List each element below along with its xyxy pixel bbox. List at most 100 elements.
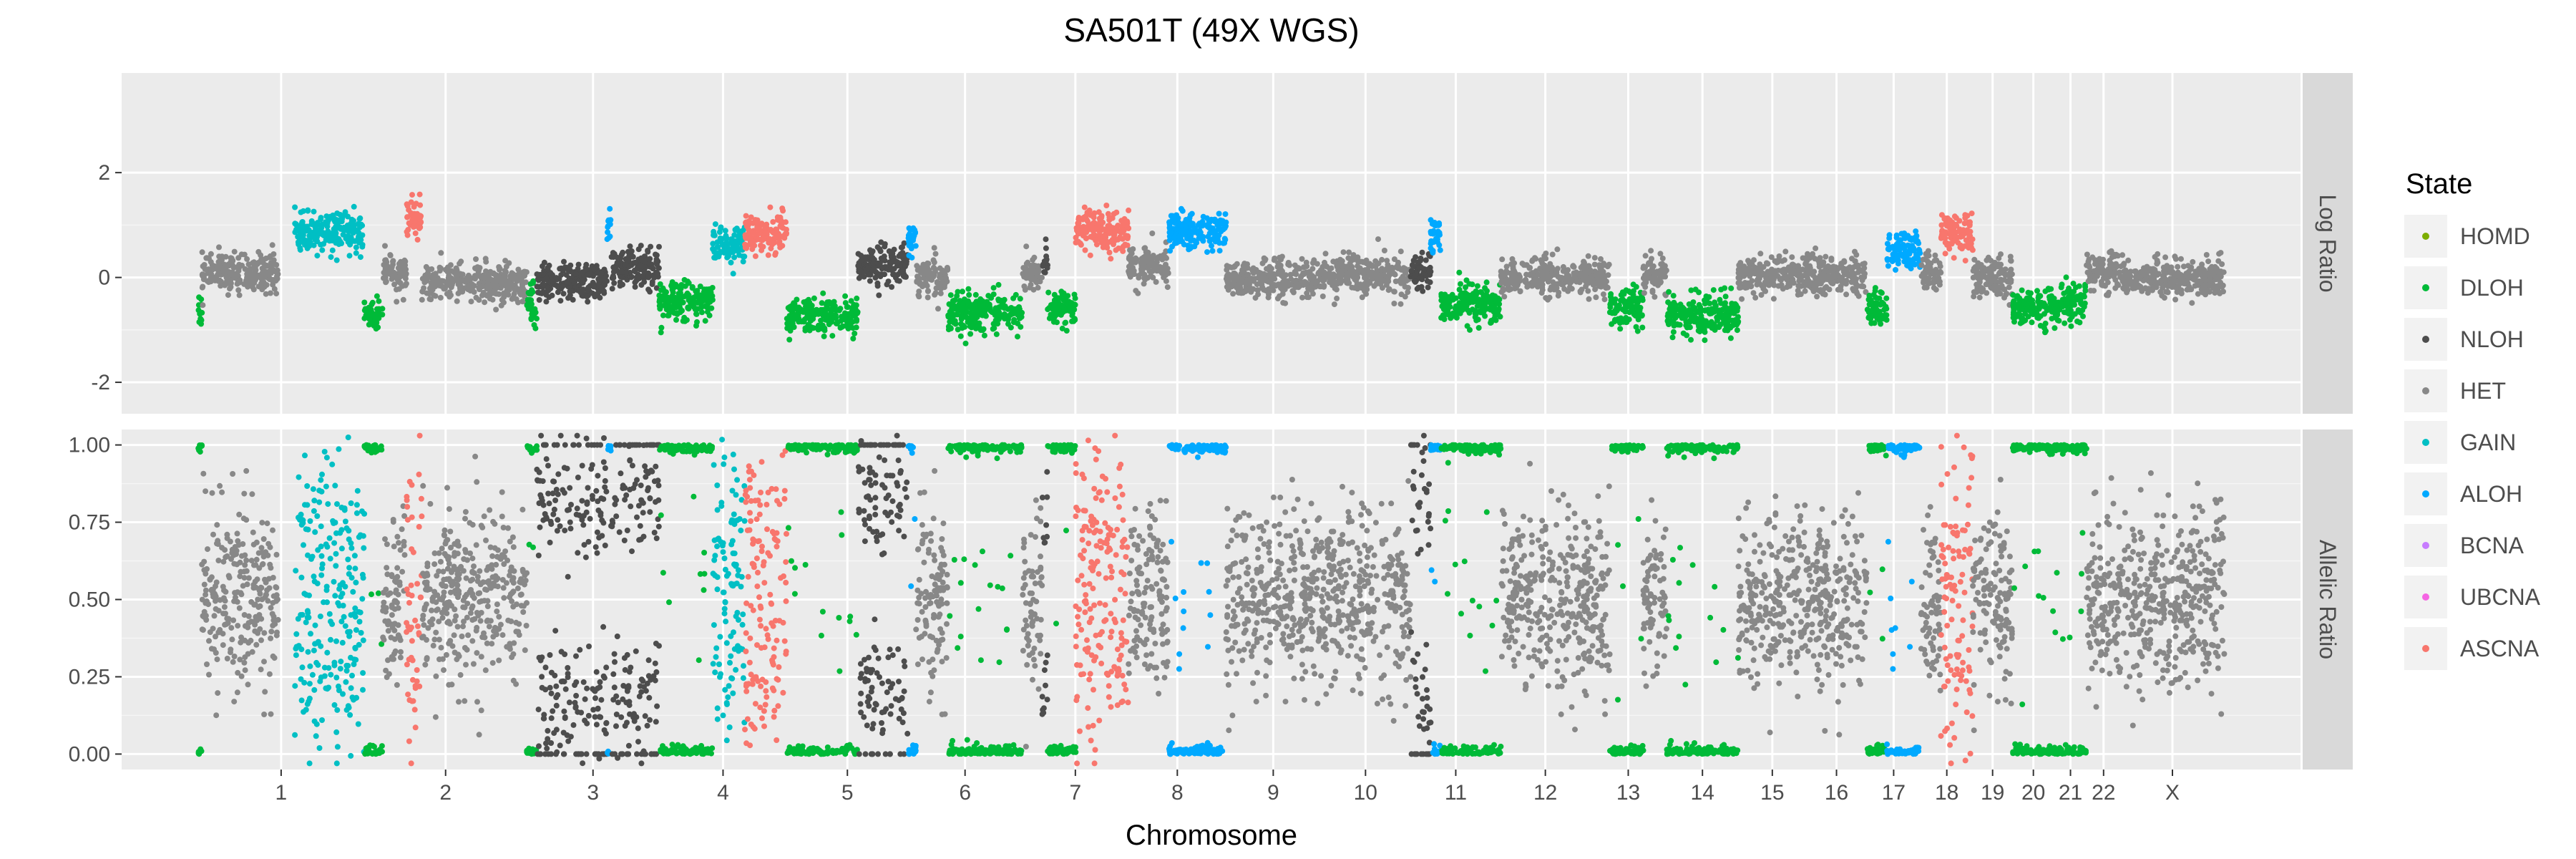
data-point — [851, 301, 857, 308]
data-point — [912, 227, 918, 233]
data-point — [1216, 210, 1222, 217]
data-point — [1646, 260, 1652, 266]
data-point — [1639, 312, 1645, 319]
data-point — [650, 266, 656, 272]
data-point — [482, 275, 488, 281]
data-point — [253, 274, 260, 281]
data-point — [238, 251, 245, 258]
data-point — [471, 288, 477, 295]
data-point — [967, 331, 974, 337]
data-point — [730, 249, 736, 256]
data-point — [1829, 274, 1835, 281]
data-point — [197, 311, 203, 317]
data-point — [1506, 281, 1512, 288]
data-point — [406, 207, 412, 213]
data-point — [654, 261, 660, 268]
data-point — [434, 277, 441, 283]
data-point — [1639, 324, 1646, 331]
facet-strip — [2303, 73, 2353, 414]
data-point — [916, 288, 922, 295]
data-point — [1798, 283, 1805, 289]
data-point — [696, 292, 703, 299]
data-point — [545, 287, 552, 293]
data-point — [779, 205, 786, 212]
data-point — [1579, 274, 1586, 281]
data-point — [763, 224, 770, 230]
data-point — [1680, 330, 1687, 336]
data-point — [525, 306, 532, 312]
data-point — [1543, 251, 1549, 256]
data-point — [1278, 266, 1284, 273]
data-point — [501, 273, 507, 279]
data-point — [390, 258, 396, 265]
data-point — [1010, 319, 1017, 326]
data-point — [1702, 301, 1708, 307]
data-point — [775, 233, 781, 238]
data-point — [924, 260, 931, 266]
data-point — [1247, 285, 1254, 291]
data-point — [1737, 285, 1742, 291]
data-point — [1543, 256, 1549, 262]
data-point — [1034, 271, 1040, 277]
data-point — [986, 301, 992, 308]
data-point — [740, 253, 746, 260]
data-point — [1453, 304, 1460, 311]
data-point — [1591, 261, 1598, 268]
data-point — [1181, 241, 1187, 248]
data-point — [1018, 324, 1024, 330]
data-point — [311, 221, 318, 227]
data-point — [1096, 228, 1103, 235]
data-point — [658, 287, 664, 293]
data-point — [1230, 276, 1236, 282]
data-point — [943, 275, 950, 281]
data-point — [684, 290, 691, 296]
data-point — [784, 321, 791, 326]
data-point — [1082, 247, 1088, 253]
data-point — [584, 293, 590, 300]
data-point — [295, 225, 301, 232]
data-point — [1347, 271, 1353, 278]
data-point — [1391, 256, 1397, 263]
data-point — [235, 287, 242, 293]
data-point — [1238, 271, 1244, 277]
data-point — [1162, 268, 1169, 275]
data-point — [263, 291, 269, 297]
data-point — [614, 260, 620, 266]
data-point — [632, 283, 638, 290]
data-point — [637, 263, 643, 269]
data-point — [1591, 255, 1598, 261]
data-point — [323, 213, 330, 220]
data-point — [646, 261, 653, 267]
data-point — [484, 283, 490, 289]
data-point — [259, 272, 265, 278]
data-point — [1054, 319, 1060, 326]
data-point — [445, 275, 452, 281]
data-point — [695, 306, 701, 312]
data-point — [1282, 286, 1288, 293]
data-point — [1300, 280, 1307, 286]
data-point — [1744, 284, 1750, 291]
data-point — [1838, 274, 1845, 281]
data-point — [890, 271, 897, 278]
data-point — [791, 311, 798, 318]
data-point — [1757, 263, 1762, 270]
data-point — [1397, 301, 1404, 307]
data-point — [743, 213, 749, 219]
data-point — [1712, 299, 1718, 306]
data-point — [353, 250, 359, 256]
data-point — [1088, 212, 1094, 218]
data-point — [1387, 271, 1393, 278]
data-point — [1096, 236, 1103, 243]
data-point — [332, 234, 338, 241]
data-point — [1309, 273, 1315, 279]
data-point — [330, 212, 336, 218]
data-point — [960, 301, 966, 307]
data-point — [1209, 243, 1214, 249]
data-point — [472, 274, 479, 281]
data-point — [405, 227, 411, 233]
data-point — [376, 298, 382, 304]
data-point — [1668, 307, 1674, 314]
data-point — [1771, 282, 1777, 288]
data-point — [1533, 276, 1539, 282]
